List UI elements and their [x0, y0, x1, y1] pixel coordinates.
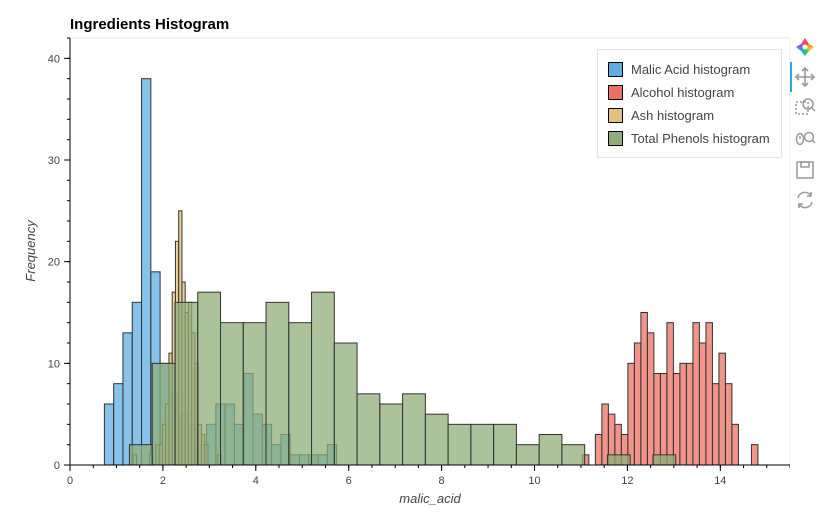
total-phenols-bar	[470, 423, 495, 466]
y-tick-label: 40	[48, 53, 60, 65]
malic-acid-bar	[113, 383, 124, 466]
x-tick-label: 2	[160, 475, 166, 487]
legend-swatch-alcohol	[608, 84, 623, 100]
alcohol-bar	[646, 332, 655, 466]
x-axis-label: malic_acid	[399, 491, 461, 506]
total-phenols-bar	[265, 301, 290, 466]
pan-icon[interactable]	[794, 66, 816, 88]
alcohol-bar	[679, 362, 687, 466]
alcohol-bar	[640, 312, 648, 466]
total-phenols-bar	[242, 322, 267, 466]
x-tick-label: 10	[528, 475, 540, 487]
total-phenols-bar	[197, 291, 222, 466]
alcohol-bar	[653, 373, 661, 466]
series-total-phenols	[128, 291, 677, 466]
alcohol-bar	[705, 322, 713, 466]
legend: Malic Acid histogram Alcohol histogram A…	[597, 49, 782, 158]
total-phenols-bar	[606, 454, 631, 466]
alcohol-bar	[594, 434, 603, 466]
legend-label-alcohol: Alcohol histogram	[631, 84, 735, 100]
active-tool-indicator	[790, 62, 792, 92]
x-tick-label: 4	[253, 475, 259, 487]
legend-label-ash: Ash histogram	[631, 107, 715, 123]
y-tick-label: 20	[48, 257, 60, 269]
alcohol-bar	[750, 444, 759, 466]
total-phenols-bar	[652, 454, 677, 466]
malic-acid-bar	[131, 301, 143, 466]
total-phenols-bar	[174, 301, 199, 466]
total-phenols-bar	[424, 413, 449, 466]
x-tick-label: 14	[714, 475, 726, 487]
legend-swatch-ash	[608, 107, 623, 123]
malic-acid-bar	[141, 78, 152, 466]
x-tick-label: 8	[439, 475, 445, 487]
x-tick-label: 6	[346, 475, 352, 487]
total-phenols-bar	[379, 403, 404, 466]
axes-layer: 0 2 4 6 8 10 12 14 0 10 20 30 40	[48, 37, 791, 487]
alcohol-bar	[627, 362, 635, 466]
total-phenols-bar	[333, 342, 358, 466]
chart-title: Ingredients Histogram	[70, 16, 230, 33]
total-phenols-bar	[356, 393, 381, 466]
legend-item-total-phenols[interactable]: Total Phenols histogram	[608, 129, 770, 147]
alcohol-bar	[666, 322, 674, 466]
chart-area: Ingredients Histogram 0 2 4 6 8 10 12 14 0 10 20 30…	[0, 0, 791, 521]
legend-item-alcohol[interactable]: Alcohol histogram	[608, 83, 734, 101]
legend-swatch-total-phenols	[608, 130, 623, 146]
alcohol-bar	[659, 373, 668, 466]
legend-swatch-malic-acid	[608, 61, 623, 77]
y-tick-label: 0	[54, 460, 60, 472]
total-phenols-bar	[311, 291, 335, 466]
alcohol-bar	[692, 322, 700, 466]
total-phenols-bar	[151, 362, 176, 466]
total-phenols-bar	[561, 444, 586, 466]
alcohol-bar	[731, 423, 739, 466]
alcohol-bar	[718, 352, 726, 466]
malic-acid-bar	[103, 403, 115, 466]
legend-item-ash[interactable]: Ash histogram	[608, 106, 714, 124]
box-zoom-icon[interactable]	[794, 96, 816, 118]
x-tick-label: 0	[67, 475, 73, 487]
y-tick-label: 30	[48, 155, 60, 167]
total-phenols-bar	[288, 322, 313, 466]
legend-label-total-phenols: Total Phenols histogram	[631, 130, 770, 146]
alcohol-bar	[724, 383, 733, 466]
total-phenols-bar	[220, 322, 244, 466]
alcohol-bar	[685, 362, 694, 466]
bokeh-logo-icon[interactable]	[794, 36, 816, 58]
total-phenols-bar	[493, 423, 517, 466]
alcohol-bar	[633, 342, 642, 466]
total-phenols-bar	[538, 434, 563, 466]
total-phenols-bar	[515, 444, 540, 466]
series-alcohol	[581, 312, 759, 466]
x-tick-label: 12	[621, 475, 633, 487]
legend-label-malic-acid: Malic Acid histogram	[631, 61, 751, 77]
alcohol-bar	[698, 342, 707, 466]
legend-item-malic-acid[interactable]: Malic Acid histogram	[608, 60, 750, 78]
chart-toolbar	[790, 32, 833, 222]
y-tick-label: 10	[48, 358, 60, 370]
total-phenols-bar	[128, 444, 153, 466]
save-icon[interactable]	[794, 159, 816, 181]
reset-icon[interactable]	[794, 189, 816, 211]
y-axis-label: Frequency	[23, 219, 38, 282]
alcohol-bar	[711, 383, 720, 466]
wheel-zoom-icon[interactable]	[794, 128, 816, 150]
total-phenols-bar	[447, 423, 472, 466]
alcohol-bar	[672, 373, 681, 466]
total-phenols-bar	[402, 393, 426, 466]
histogram-svg[interactable]: 0 2 4 6 8 10 12 14 0 10 20 30 40 Frequency malic_aci…	[0, 0, 791, 521]
